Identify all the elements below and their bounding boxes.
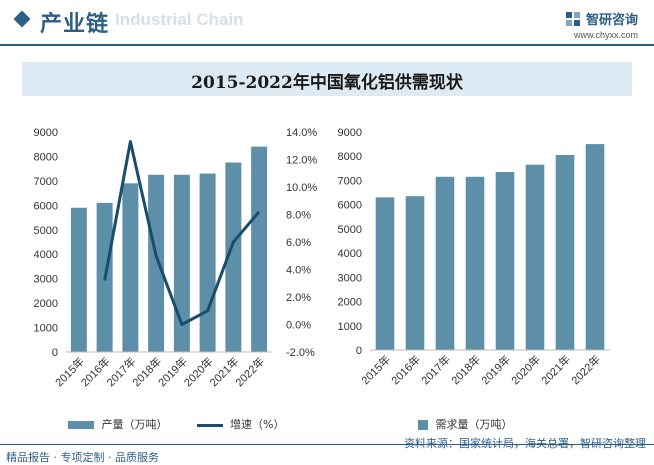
y2-tick-label: 8.0% [286, 210, 311, 222]
y-tick-label: 8000 [34, 151, 58, 163]
y-tick-label: 0 [356, 345, 362, 357]
footer-divider [0, 444, 654, 445]
bar [173, 174, 190, 352]
bar [585, 144, 605, 350]
bar [495, 171, 515, 350]
y-tick-label: 7000 [338, 175, 362, 187]
legend-line-swatch [196, 423, 223, 427]
chart-title: 2015-2022年中国氧化铝供需现状 [191, 73, 463, 93]
y-tick-label: 3000 [338, 272, 362, 284]
x-tick-label: 2015年 [358, 352, 393, 387]
y-tick-label: 4000 [34, 249, 58, 261]
y-tick-label: 8000 [338, 151, 362, 163]
production-chart: 0100020003000400050006000700080009000201… [34, 127, 318, 389]
legend-right: 需求量（万吨） [418, 416, 513, 432]
y-tick-label: 6000 [34, 200, 58, 212]
bar [225, 162, 242, 352]
legend-bar-swatch [68, 421, 94, 429]
legend-production-label: 产量（万吨） [101, 418, 168, 431]
x-tick-label: 2016年 [388, 352, 423, 387]
legend-demand-swatch [418, 420, 428, 430]
y2-tick-label: 2.0% [286, 292, 311, 304]
footer-slogan: 精品报告 · 专项定制 · 品质服务 [6, 451, 159, 464]
bar [148, 174, 165, 352]
bar [465, 176, 485, 350]
bar [199, 173, 216, 352]
y2-tick-label: 14.0% [286, 127, 317, 139]
x-tick-label: 2017年 [418, 352, 453, 387]
y2-tick-label: 4.0% [286, 265, 311, 277]
bar [435, 176, 455, 350]
bar [122, 183, 139, 352]
demand-chart: 0 1000 2000 3000 4000 5000 6000 7000 8000 9000 201… [338, 127, 610, 387]
y-tick-label: 7000 [34, 176, 58, 188]
y-tick-label: 9000 [338, 127, 362, 139]
x-tick-label: 2019年 [478, 352, 513, 387]
chart-title-box: 2015-2022年中国氧化铝供需现状 [22, 62, 632, 96]
growth-line [103, 140, 261, 326]
section-title: 产业链 [40, 12, 110, 37]
y-tick-label: 2000 [338, 297, 362, 309]
x-tick-label: 2022年 [568, 352, 603, 387]
y-tick-label: 0 [52, 347, 58, 359]
y-tick-label: 4000 [338, 248, 362, 260]
diamond-icon [13, 10, 31, 28]
x-tick-label: 2020年 [508, 352, 543, 387]
top-header: 产业链 Industrial Chain 智研咨询 www.chyxx.com [0, 0, 654, 46]
header-watermark: Industrial Chain [115, 10, 244, 29]
bar [405, 196, 425, 350]
y-tick-label: 3000 [34, 274, 58, 286]
y2-tick-label: 10.0% [286, 182, 317, 194]
legend-demand-label: 需求量（万吨） [435, 418, 513, 431]
y2-tick-label: 0.0% [286, 320, 311, 332]
source-note: 资料来源：国家统计局，海关总署，智研咨询整理 [404, 437, 646, 450]
y2-tick-label: 6.0% [286, 237, 311, 249]
bar [555, 155, 575, 350]
bar [70, 207, 87, 352]
x-tick-label: 2018年 [448, 352, 483, 387]
y-tick-label: 5000 [338, 224, 362, 236]
brand-url: www.chyxx.com [573, 30, 638, 40]
legend-left: 产量（万吨） 增速（%） [68, 416, 284, 432]
y-tick-label: 5000 [34, 225, 58, 237]
header-divider [0, 44, 654, 46]
x-tick-label: 2021年 [538, 352, 573, 387]
bar [375, 197, 395, 350]
brand-block: 智研咨询 www.chyxx.com [565, 8, 638, 40]
y-tick-label: 1000 [34, 323, 58, 335]
y-tick-label: 9000 [34, 127, 58, 139]
y-tick-label: 6000 [338, 200, 362, 212]
brand-name: 智研咨询 [585, 13, 638, 28]
x-tick-label: 2022年 [232, 354, 267, 389]
y-tick-label: 2000 [34, 298, 58, 310]
bar [251, 146, 268, 352]
brand-logo-icon [565, 11, 580, 26]
y2-tick-label: -2.0% [286, 347, 315, 359]
y2-tick-label: 12.0% [286, 155, 317, 167]
legend-growth-label: 增速（%） [230, 418, 285, 431]
y-tick-label: 1000 [338, 321, 362, 333]
bar [525, 164, 545, 350]
